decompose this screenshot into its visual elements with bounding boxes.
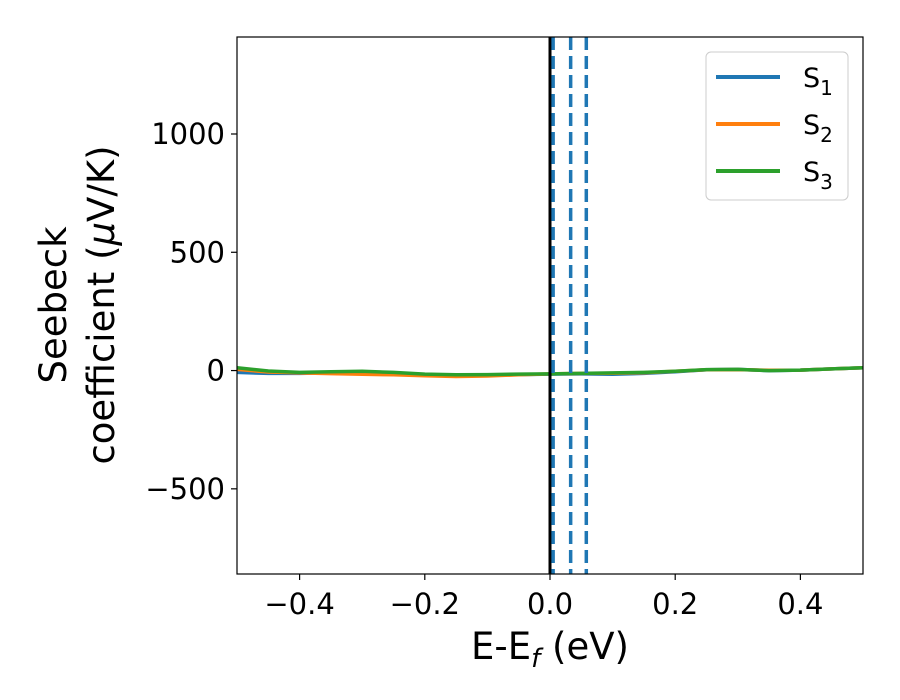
x-axis-label: E-Ef (eV): [471, 625, 629, 674]
x-tick-label: −0.4: [264, 587, 334, 621]
legend-label-s3: S3: [803, 157, 833, 194]
vertical-lines-layer: [548, 37, 589, 574]
y-tick-label: 1000: [151, 117, 225, 151]
legend-label-s1: S1: [803, 63, 833, 100]
x-ticks: −0.4 −0.2 0.0 0.2 0.4: [264, 574, 823, 621]
x-tick-label: 0.0: [527, 587, 573, 621]
y-tick-label: 0: [207, 354, 225, 388]
y-ticks: −500 0 500 1000: [145, 117, 237, 506]
y-axis-label-line1: Seebeck: [32, 226, 75, 384]
x-tick-label: 0.4: [777, 587, 823, 621]
y-axis-label-line2: coefficient (μV/K): [80, 145, 123, 464]
y-tick-label: 500: [170, 235, 225, 269]
y-axis-label: Seebeck coefficient (μV/K): [32, 145, 123, 464]
legend: S1 S2 S3: [705, 51, 849, 201]
x-tick-label: 0.2: [652, 587, 698, 621]
x-tick-label: −0.2: [390, 587, 460, 621]
legend-label-s2: S2: [803, 110, 833, 147]
y-tick-label: −500: [145, 472, 225, 506]
